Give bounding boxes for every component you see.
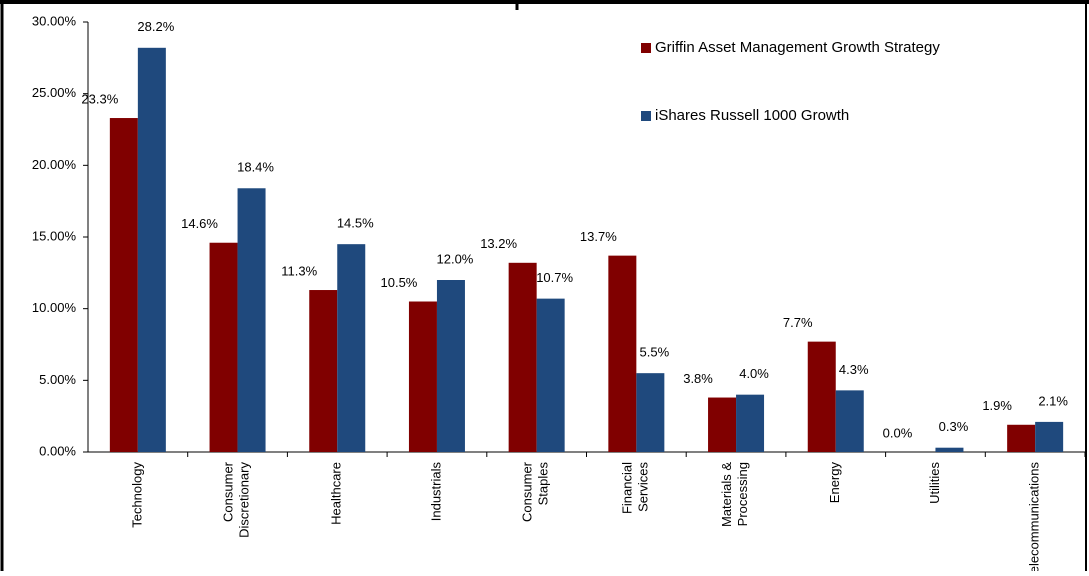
bar xyxy=(109,118,138,453)
data-label: 12.0% xyxy=(437,251,474,266)
data-label: 28.2% xyxy=(137,19,174,34)
data-label: 18.4% xyxy=(237,160,274,175)
x-tick-label: Energy xyxy=(827,462,842,504)
bar xyxy=(436,280,465,452)
x-tick-label: Industrials xyxy=(428,462,443,522)
data-label: 1.9% xyxy=(982,398,1012,413)
data-label: 10.5% xyxy=(381,275,418,290)
legend-swatch xyxy=(641,111,651,121)
data-label: 14.6% xyxy=(181,216,218,231)
data-label: 14.5% xyxy=(337,216,374,231)
data-label: 13.2% xyxy=(480,236,517,251)
data-label: 10.7% xyxy=(536,270,573,285)
bar xyxy=(807,341,836,452)
data-label: 4.3% xyxy=(839,362,869,377)
bar xyxy=(309,290,338,452)
data-label: 0.0% xyxy=(883,425,913,440)
bar xyxy=(608,255,637,452)
data-label: 13.7% xyxy=(580,229,617,244)
x-tick-label: Healthcare xyxy=(329,462,344,525)
bar xyxy=(137,47,166,453)
bar xyxy=(1035,421,1064,452)
y-tick-label: 25.00% xyxy=(32,85,77,100)
y-tick-label: 5.00% xyxy=(39,372,76,387)
bar xyxy=(536,298,565,452)
legend-swatch xyxy=(641,43,651,53)
data-label: 2.1% xyxy=(1038,393,1068,408)
legend-label: Griffin Asset Management Growth Strategy xyxy=(655,39,940,56)
x-tick-label: Telecommunications xyxy=(1027,462,1042,571)
x-tick-label: Materials &Processing xyxy=(719,462,750,527)
data-label: 7.7% xyxy=(783,315,813,330)
x-tick-label: FinancialServices xyxy=(620,462,651,515)
bar xyxy=(209,242,238,452)
bar xyxy=(708,397,737,452)
bar xyxy=(1007,424,1036,452)
data-label: 11.3% xyxy=(281,263,317,278)
x-tick-label: Technology xyxy=(129,462,144,528)
x-tick-label: Utilities xyxy=(927,462,942,504)
bar xyxy=(636,373,665,452)
y-tick-label: 20.00% xyxy=(32,157,77,172)
data-label: 0.3% xyxy=(939,419,969,434)
y-tick-label: 0.00% xyxy=(39,443,76,458)
bar xyxy=(935,447,964,452)
y-tick-label: 15.00% xyxy=(32,228,77,243)
y-tick-label: 30.00% xyxy=(32,13,77,28)
legend-label: iShares Russell 1000 Growth xyxy=(655,107,849,124)
bar xyxy=(835,390,864,452)
data-label: 5.5% xyxy=(640,345,670,360)
data-label: 4.0% xyxy=(739,366,769,381)
data-label: 3.8% xyxy=(683,371,713,386)
y-tick-label: 10.00% xyxy=(32,300,77,315)
bar xyxy=(337,244,366,452)
bar xyxy=(508,262,537,452)
bar xyxy=(736,394,765,452)
data-label: 23.3% xyxy=(81,91,118,106)
bar xyxy=(408,301,437,452)
bar xyxy=(237,188,266,452)
x-tick-label: ConsumerDiscretionary xyxy=(221,461,252,538)
x-tick-label: ConsumerStaples xyxy=(520,461,551,522)
